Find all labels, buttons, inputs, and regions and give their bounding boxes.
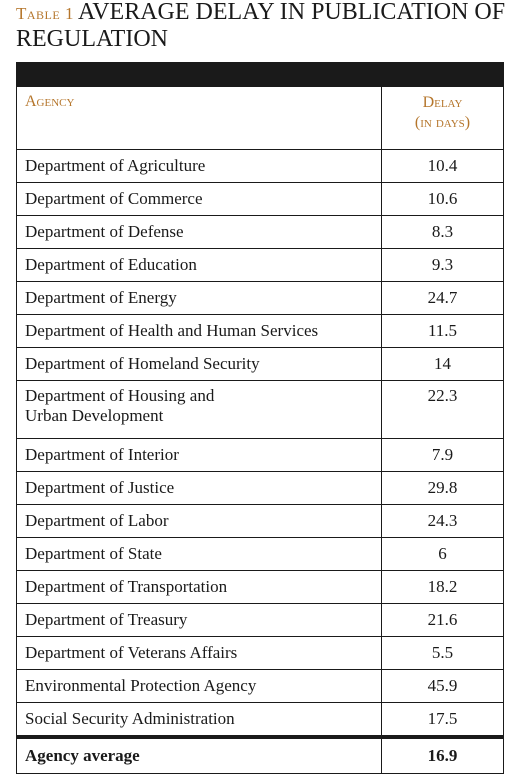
table-row: Department of Homeland Security 14 — [16, 347, 504, 381]
table-row: Department of Energy 24.7 — [16, 281, 504, 315]
table-row: Department of Treasury 21.6 — [16, 603, 504, 637]
table-row: Department of Interior 7.9 — [16, 438, 504, 472]
header-bar — [16, 62, 504, 87]
agency-column-header: Agency — [16, 86, 382, 150]
table-number: Table 1 — [16, 4, 74, 23]
table-row: Department of State 6 — [16, 537, 504, 571]
table-row: Environmental Protection Agency 45.9 — [16, 669, 504, 703]
average-label: Agency average — [16, 735, 382, 774]
table-row: Department of Labor 24.3 — [16, 504, 504, 538]
delay-table: Agency Delay (in days) Department of Agr… — [16, 62, 504, 774]
table-heading: AVERAGE DELAY IN PUBLICATION OF REGULATI… — [16, 0, 506, 52]
delay-column-header: Delay (in days) — [381, 86, 504, 150]
table-row: Department of Justice 29.8 — [16, 471, 504, 505]
table-row: Department of Transportation 18.2 — [16, 570, 504, 604]
table-row: Department of Health and Human Services 1… — [16, 314, 504, 348]
table-row: Department of Education 9.3 — [16, 248, 504, 282]
table-row: Social Security Administration 17.5 — [16, 702, 504, 738]
table-row: Department of Veterans Affairs 5.5 — [16, 636, 504, 670]
table-row: Department of Commerce 10.6 — [16, 182, 504, 216]
table-row: Department of Defense 8.3 — [16, 215, 504, 249]
average-value: 16.9 — [381, 735, 504, 774]
table-row: Department of Agriculture 10.4 — [16, 149, 504, 183]
table-row: Department of Housing and Urban Developme… — [16, 380, 504, 439]
average-row: Agency average 16.9 — [16, 735, 504, 774]
column-header-row: Agency Delay (in days) — [16, 86, 504, 150]
table-title: Table 1 AVERAGE DELAY IN PUBLICATION OF … — [16, 0, 506, 54]
